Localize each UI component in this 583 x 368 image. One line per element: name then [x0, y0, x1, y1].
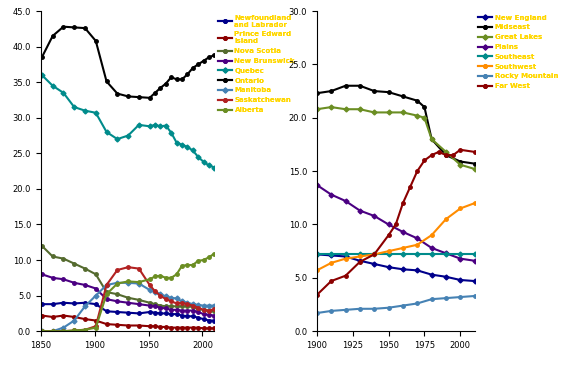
Legend: New England, Midseast, Great Lakes, Plains, Southeast, Southwest, Rocky Mountain: New England, Midseast, Great Lakes, Plai…: [478, 14, 558, 89]
Legend: Newfoundland
and Labrador, Prince Edward
Island, Nova Scotia, New Brunswick, Que: Newfoundland and Labrador, Prince Edward…: [218, 14, 295, 113]
